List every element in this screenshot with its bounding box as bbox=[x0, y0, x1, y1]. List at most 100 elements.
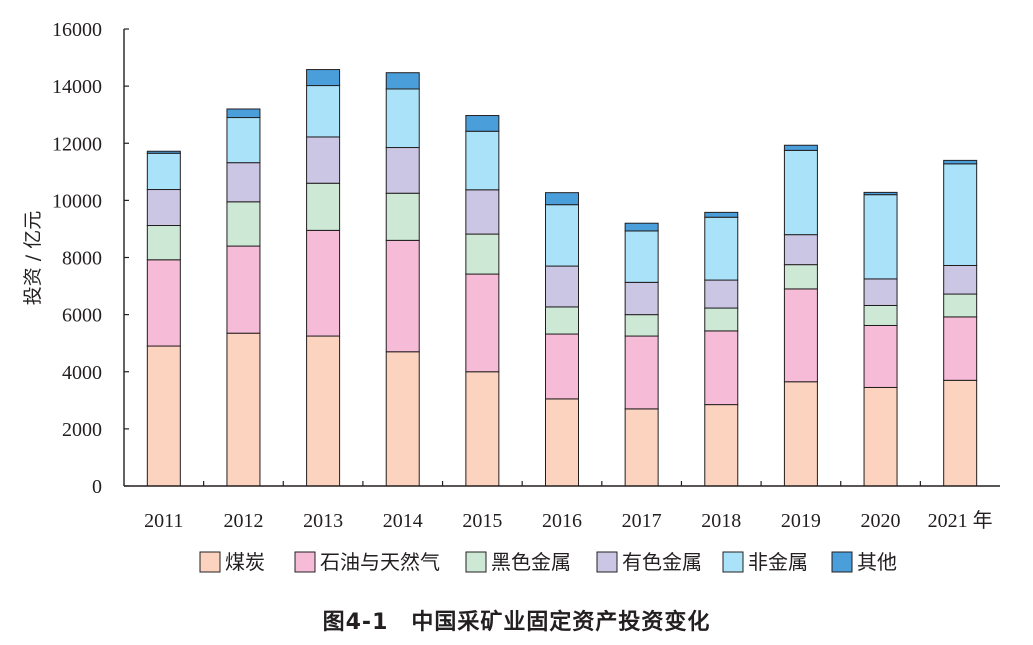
stacked-bar-chart: 0 2000 4000 6000 8000 10000 12000 14000 16000 20… bbox=[22, 19, 1000, 574]
x-tick-label: 2018 bbox=[701, 510, 741, 532]
bar-segment bbox=[624, 408, 659, 487]
x-tick-label: 2012 bbox=[223, 510, 263, 532]
x-tick-label: 2014 bbox=[383, 510, 423, 532]
legend-label: 煤炭 bbox=[225, 550, 265, 574]
bar-segment bbox=[863, 386, 898, 487]
bar-segment bbox=[783, 234, 818, 266]
legend-swatch bbox=[722, 551, 744, 573]
bar-segment bbox=[783, 144, 818, 151]
bar-segment bbox=[385, 72, 420, 90]
y-tick-label: 6000 bbox=[62, 305, 102, 327]
bar-segment bbox=[783, 288, 818, 383]
bar-segment bbox=[863, 324, 898, 388]
bar-segment bbox=[545, 306, 579, 335]
y-tick-label: 8000 bbox=[62, 248, 102, 270]
legend-swatch bbox=[596, 551, 618, 573]
legend-label: 其他 bbox=[857, 550, 897, 574]
x-tick-label: 2021 年 bbox=[928, 509, 993, 532]
bar-segment bbox=[704, 330, 739, 406]
bar-segment bbox=[306, 229, 341, 337]
y-axis-ticks: 0 2000 4000 6000 8000 10000 12000 14000 16000 bbox=[52, 19, 129, 498]
y-tick-label: 14000 bbox=[52, 76, 102, 98]
y-tick-label: 0 bbox=[92, 476, 102, 498]
y-tick-label: 10000 bbox=[52, 190, 102, 212]
legend-swatch bbox=[465, 551, 487, 573]
x-tick-label: 2017 bbox=[622, 510, 662, 532]
bar-segment bbox=[943, 265, 978, 295]
bar-segment bbox=[146, 150, 181, 154]
y-tick-label: 2000 bbox=[62, 419, 102, 441]
bar-segment bbox=[465, 371, 500, 487]
y-tick-label: 16000 bbox=[52, 19, 102, 41]
bar-segment bbox=[545, 192, 579, 206]
bar-segment bbox=[545, 265, 579, 308]
bar-segment bbox=[624, 314, 659, 337]
y-tick-label: 4000 bbox=[62, 362, 102, 384]
bar-segment bbox=[863, 191, 898, 196]
bar-segment bbox=[863, 278, 898, 306]
bar-segment bbox=[385, 239, 420, 353]
bar-segment bbox=[146, 259, 181, 347]
bar-segment bbox=[704, 404, 739, 487]
bar-segment bbox=[624, 335, 659, 410]
bar-segment bbox=[465, 233, 500, 275]
bar-segment bbox=[226, 108, 261, 119]
bar-segment bbox=[943, 159, 978, 165]
y-axis-label: 投资 / 亿元 bbox=[22, 211, 44, 305]
bar-segment bbox=[306, 85, 341, 138]
x-tick-label: 2016 bbox=[542, 510, 582, 532]
bar-segment bbox=[704, 216, 739, 281]
bar-segment bbox=[545, 204, 579, 267]
bar-segment bbox=[385, 351, 420, 487]
bar-segment bbox=[385, 192, 420, 241]
bar-segment bbox=[783, 149, 818, 236]
bar-segment bbox=[624, 230, 659, 283]
legend-label: 黑色金属 bbox=[491, 550, 571, 574]
bar-segment bbox=[226, 332, 261, 487]
legend-swatch bbox=[294, 551, 316, 573]
bar-segment bbox=[465, 115, 500, 132]
bar-segment bbox=[545, 398, 579, 487]
bar-segment bbox=[783, 381, 818, 487]
bar-segment bbox=[704, 307, 739, 332]
bar-segment bbox=[306, 69, 341, 87]
bar-segment bbox=[624, 281, 659, 316]
bar-segment bbox=[943, 316, 978, 381]
bar-segment bbox=[943, 379, 978, 487]
x-tick-label: 2013 bbox=[303, 510, 343, 532]
x-axis-ticks: 2011 2012 2013 2014 2015 2016 2017 2018 2019 2020… bbox=[144, 481, 993, 532]
bar-segment bbox=[545, 333, 579, 400]
bar-segment bbox=[465, 130, 500, 191]
bar-segment bbox=[306, 182, 341, 231]
figure-caption: 图4-1 中国采矿业固定资产投资变化 bbox=[322, 610, 711, 635]
bar-segment bbox=[306, 335, 341, 487]
bar-segment bbox=[943, 163, 978, 266]
x-tick-label: 2015 bbox=[462, 510, 502, 532]
legend-swatch bbox=[199, 551, 221, 573]
bar-segment bbox=[385, 147, 420, 194]
bar-segment bbox=[146, 152, 181, 191]
bar-segment bbox=[146, 225, 181, 261]
bar-segment bbox=[943, 293, 978, 318]
x-tick-label: 2020 bbox=[861, 510, 901, 532]
bar-segment bbox=[226, 201, 261, 247]
bar-segment bbox=[863, 304, 898, 326]
legend-swatch bbox=[831, 551, 853, 573]
bar-segment bbox=[624, 222, 659, 232]
bar-segment bbox=[465, 273, 500, 373]
bar-segment bbox=[704, 279, 739, 309]
bars-group bbox=[146, 69, 978, 487]
bar-segment bbox=[226, 117, 261, 164]
x-tick-label: 2011 bbox=[144, 510, 183, 532]
legend-label: 有色金属 bbox=[622, 550, 702, 574]
bar-segment bbox=[863, 194, 898, 280]
x-tick-label: 2019 bbox=[781, 510, 821, 532]
bar-segment bbox=[306, 136, 341, 184]
bar-segment bbox=[146, 345, 181, 487]
legend-label: 非金属 bbox=[748, 550, 808, 574]
bar-segment bbox=[704, 211, 739, 218]
bar-segment bbox=[385, 88, 420, 149]
legend-label: 石油与天然气 bbox=[320, 550, 440, 574]
legend: 煤炭 石油与天然气 黑色金属 有色金属 非金属 其他 bbox=[199, 550, 897, 574]
bar-segment bbox=[146, 189, 181, 227]
